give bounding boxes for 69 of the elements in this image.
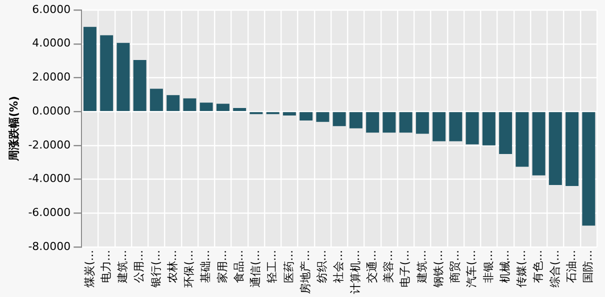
x-tick-label: 基础…: [199, 250, 212, 283]
bar: [366, 112, 380, 133]
bar: [432, 112, 446, 142]
x-tick-label: 传媒(…: [515, 250, 528, 288]
x-tick-label: 房地产…: [298, 250, 312, 294]
bar: [316, 112, 330, 122]
x-tick-label: 有色…: [532, 250, 545, 283]
x-tick-label: 商贸…: [448, 250, 462, 283]
x-tick-label: 钢铁(…: [432, 250, 445, 288]
bar: [382, 112, 396, 133]
y-tick-label: 2.0000: [32, 70, 71, 84]
y-tick-label: 6.0000: [32, 2, 71, 16]
bar: [516, 112, 529, 167]
bar: [416, 112, 429, 134]
x-tick-label: 通信(…: [249, 250, 262, 288]
x-tick-label: 机械…: [498, 250, 512, 283]
x-tick-label: 煤炭(…: [82, 250, 96, 288]
x-tick-label: 电力…: [99, 250, 112, 283]
bar: [532, 112, 546, 176]
bar: [233, 108, 246, 111]
x-tick-label: 综合(…: [548, 250, 562, 288]
y-tick-label: -6.0000: [28, 206, 71, 219]
y-axis-title: 周涨跌幅(%): [7, 96, 20, 162]
x-tick-label: 农林…: [166, 250, 179, 283]
bar: [216, 104, 230, 111]
bar: [183, 98, 196, 111]
x-tick-label: 非银…: [482, 250, 495, 283]
bar: [449, 112, 462, 142]
bar: [133, 60, 146, 111]
y-tick-label: -8.0000: [28, 240, 71, 253]
x-tick-label: 石油…: [564, 250, 578, 283]
bar: [466, 112, 479, 144]
bar: [482, 112, 496, 146]
x-tick-label: 家用…: [216, 250, 229, 283]
bar: [150, 88, 163, 111]
y-tick-label: 0.0000: [32, 104, 71, 118]
x-tick-label: 公用…: [132, 250, 146, 283]
bar: [566, 112, 579, 186]
y-tick-label: -2.0000: [28, 138, 71, 152]
bar: [100, 35, 114, 111]
bar: [548, 112, 562, 186]
y-tick-label: 4.0000: [32, 36, 71, 50]
bar: [349, 112, 362, 128]
x-tick-label: 社会…: [332, 250, 346, 283]
bar: [499, 112, 512, 154]
x-tick-label: 建筑…: [415, 250, 428, 284]
x-tick-label: 国防…: [582, 250, 595, 283]
bar: [116, 42, 130, 111]
bar: [83, 26, 96, 111]
x-tick-label: 交通…: [365, 250, 378, 283]
x-tick-label: 医药…: [282, 250, 296, 283]
bar: [166, 95, 180, 111]
x-tick-label: 建筑…: [116, 250, 130, 284]
bar: [200, 102, 213, 111]
bar: [282, 112, 296, 116]
bar: [582, 112, 596, 226]
bar: [300, 112, 313, 121]
bar: [332, 112, 346, 126]
x-tick-label: 汽车(…: [465, 250, 478, 288]
x-tick-label: 电子(…: [398, 250, 412, 288]
bar: [399, 112, 412, 133]
y-tick-label: -4.0000: [28, 172, 71, 186]
x-tick-label: 银行(…: [149, 250, 162, 288]
x-tick-label: 美容…: [382, 250, 396, 283]
x-tick-label: 计算机…: [348, 250, 362, 294]
x-tick-label: 纺织…: [316, 250, 329, 283]
x-tick-label: 食品…: [232, 250, 246, 283]
x-tick-label: 轻工…: [266, 250, 279, 283]
x-tick-label: 环保(…: [182, 250, 196, 288]
